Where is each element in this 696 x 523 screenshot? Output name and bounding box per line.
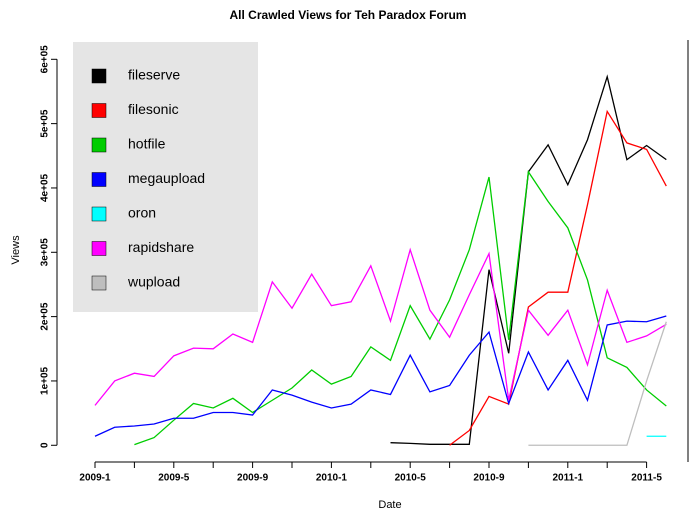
legend-swatch xyxy=(91,275,107,291)
y-tick-label: 3e+05 xyxy=(40,238,51,267)
legend-swatch xyxy=(91,172,107,187)
x-axis-label: Date xyxy=(378,499,401,511)
legend-label: megaupload xyxy=(128,170,205,186)
y-tick-label: 1e+05 xyxy=(40,366,51,395)
legend-swatch xyxy=(91,241,107,256)
legend-swatch xyxy=(91,206,107,222)
legend-swatch xyxy=(91,137,107,153)
series-line xyxy=(449,109,667,446)
series-line xyxy=(134,170,667,446)
series-line xyxy=(390,74,667,445)
x-tick-label: 2010-5 xyxy=(395,473,427,484)
series-line xyxy=(94,247,667,406)
x-tick-label: 2010-9 xyxy=(473,473,505,484)
legend-label: hotfile xyxy=(128,136,166,152)
y-tick-label: 2e+05 xyxy=(40,302,51,331)
legend-label: oron xyxy=(128,205,156,221)
legend-swatch xyxy=(91,68,107,84)
legend-swatch xyxy=(91,103,107,118)
series-line xyxy=(528,321,667,446)
y-tick-label: 5e+05 xyxy=(40,109,51,138)
y-tick-label: 4e+05 xyxy=(40,173,51,202)
series-line xyxy=(94,315,667,437)
x-tick-label: 2009-9 xyxy=(237,473,269,484)
legend-label: fileserve xyxy=(128,67,180,83)
legend-label: wupload xyxy=(127,274,180,290)
chart-title: All Crawled Views for Teh Paradox Forum xyxy=(230,8,467,22)
legend-label: filesonic xyxy=(128,101,179,117)
y-tick-label: 6e+05 xyxy=(40,45,51,74)
x-tick-label: 2009-1 xyxy=(79,473,111,484)
x-tick-label: 2010-1 xyxy=(316,473,348,484)
x-tick-label: 2011-1 xyxy=(553,473,584,484)
y-tick-label: 0 xyxy=(40,442,51,448)
legend-label: rapidshare xyxy=(128,239,194,255)
x-tick-label: 2011-5 xyxy=(631,473,662,484)
y-axis-label: Views xyxy=(10,235,22,265)
x-tick-label: 2009-5 xyxy=(158,473,190,484)
